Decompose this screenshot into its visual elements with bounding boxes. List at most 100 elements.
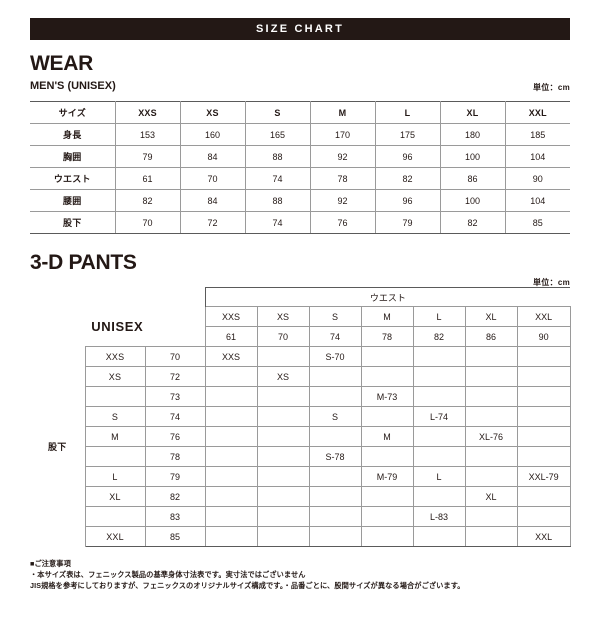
pants-waist-group-label: ウエスト	[204, 287, 571, 307]
wear-cell: 79	[375, 211, 441, 234]
pants-matrix-cell: XXL	[516, 526, 571, 547]
wear-cell: 153	[115, 123, 181, 146]
pants-matrix-cell	[360, 346, 414, 367]
pants-matrix-cell	[204, 466, 258, 487]
pants-matrix-cell	[360, 406, 414, 427]
pants-matrix-cell	[464, 506, 518, 527]
wear-unit-label: 単位：cm	[532, 83, 570, 92]
wear-col-header: M	[310, 101, 376, 124]
pants-inseam-label: 股下	[30, 346, 86, 547]
banner-title: SIZE CHART	[256, 23, 344, 35]
wear-cell: 175	[375, 123, 441, 146]
pants-matrix-cell	[256, 506, 310, 527]
pants-matrix-cell	[464, 446, 518, 467]
pants-matrix-cell	[516, 406, 571, 427]
pants-matrix-cell	[412, 366, 466, 387]
wear-cell: 185	[505, 123, 570, 146]
pants-inseam-size: M	[84, 426, 146, 447]
pants-matrix-cell	[412, 426, 466, 447]
pants-inseam-value: 82	[144, 486, 206, 507]
pants-waist-value: 70	[256, 326, 310, 347]
pants-waist-size: XL	[464, 306, 518, 327]
pants-inseam-size: S	[84, 406, 146, 427]
wear-size-table: サイズ XXS XS S M L XL XXL 身長 153 160 165 1…	[30, 101, 570, 234]
table-row: M 76 M XL-76	[30, 426, 571, 447]
pants-matrix-cell: XL	[464, 486, 518, 507]
pants-matrix-cell	[412, 446, 466, 467]
wear-cell: 160	[180, 123, 246, 146]
table-row: 股下 70 72 74 76 79 82 85	[30, 211, 570, 234]
wear-cell: 74	[245, 211, 311, 234]
pants-matrix-cell	[256, 406, 310, 427]
wear-cell: 86	[440, 167, 506, 190]
pants-matrix-cell	[308, 386, 362, 407]
pants-waist-size: XXS	[204, 306, 258, 327]
pants-matrix-cell: XS	[256, 366, 310, 387]
wear-cell: 92	[310, 189, 376, 212]
pants-matrix-cell	[308, 426, 362, 447]
pants-matrix-cell	[256, 386, 310, 407]
wear-col-header: L	[375, 101, 441, 124]
pants-inseam-size: XS	[84, 366, 146, 387]
wear-cell: 180	[440, 123, 506, 146]
pants-matrix-cell	[360, 486, 414, 507]
wear-cell: 88	[245, 189, 311, 212]
wear-cell: 61	[115, 167, 181, 190]
wear-cell: 70	[115, 211, 181, 234]
wear-cell: 104	[505, 189, 570, 212]
notes-heading: ■ご注意事項	[30, 559, 71, 568]
pants-inseam-size	[84, 506, 146, 527]
table-row: XS 72 XS	[30, 366, 571, 387]
pants-matrix-cell	[204, 406, 258, 427]
wear-cell: 82	[375, 167, 441, 190]
wear-section-subtitle: MEN'S (UNISEX)	[30, 80, 116, 92]
table-row: 股下 XXS 70 XXS S-70	[30, 346, 571, 547]
pants-waist-size: XS	[256, 306, 310, 327]
wear-col-header: XXL	[505, 101, 570, 124]
pants-waist-value: 86	[464, 326, 518, 347]
table-row-header: サイズ XXS XS S M L XL XXL	[30, 101, 570, 124]
wear-cell: 100	[440, 145, 506, 168]
pants-inseam-size	[84, 386, 146, 407]
wear-col-header: XS	[180, 101, 246, 124]
wear-cell: 96	[375, 145, 441, 168]
pants-inseam-value: 73	[144, 386, 206, 407]
pants-matrix-cell	[464, 466, 518, 487]
table-row-waist-group: ウエスト	[30, 287, 571, 307]
wear-cell: 84	[180, 189, 246, 212]
pants-matrix-cell	[464, 386, 518, 407]
pants-matrix-cell	[308, 366, 362, 387]
pants-inseam-value: 79	[144, 466, 206, 487]
wear-cell: 79	[115, 145, 181, 168]
pants-matrix-cell: S-78	[308, 446, 362, 467]
wear-cell: 100	[440, 189, 506, 212]
wear-col-header: XXS	[115, 101, 181, 124]
pants-inseam-value: 72	[144, 366, 206, 387]
pants-matrix-cell	[204, 426, 258, 447]
wear-cell: 76	[310, 211, 376, 234]
pants-inseam-value: 83	[144, 506, 206, 527]
pants-matrix-cell: L	[412, 466, 466, 487]
wear-cell: 74	[245, 167, 311, 190]
pants-inseam-size: XL	[84, 486, 146, 507]
pants-matrix-cell: M-79	[360, 466, 414, 487]
table-row: L 79 M-79 L XXL-79	[30, 466, 571, 487]
wear-col-header: サイズ	[30, 101, 116, 124]
wear-cell: 72	[180, 211, 246, 234]
pants-matrix-cell	[412, 386, 466, 407]
pants-matrix-cell	[360, 526, 414, 547]
notes-line-2: JIS規格を参考にしておりますが、フェニックスのオリジナルサイズ構成です。・品番…	[30, 581, 465, 591]
pants-matrix-cell	[516, 346, 571, 367]
pants-matrix-cell	[464, 366, 518, 387]
pants-matrix-cell	[204, 446, 258, 467]
pants-inseam-size	[84, 446, 146, 467]
wear-cell: 104	[505, 145, 570, 168]
wear-cell: 82	[440, 211, 506, 234]
pants-inseam-value: 76	[144, 426, 206, 447]
wear-section-title: WEAR	[30, 52, 93, 75]
pants-matrix-cell	[412, 526, 466, 547]
pants-matrix-cell	[516, 386, 571, 407]
pants-unit-label: 単位：cm	[532, 278, 570, 287]
wear-cell: 90	[505, 167, 570, 190]
pants-matrix-cell: XL-76	[464, 426, 518, 447]
